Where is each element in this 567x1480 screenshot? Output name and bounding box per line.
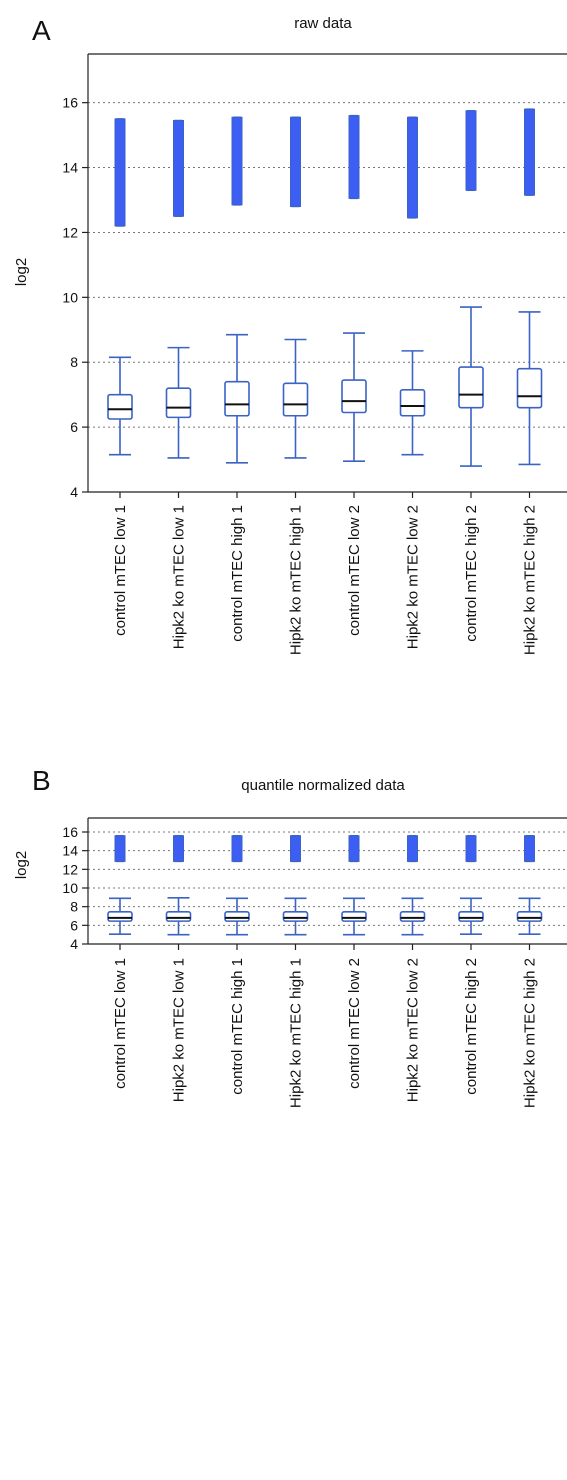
y-tick-label: 16: [62, 95, 78, 111]
box: [399, 910, 426, 922]
y-tick-label: 4: [70, 484, 78, 500]
box: [165, 910, 192, 922]
outlier-bar: [524, 108, 535, 196]
x-category-label: control mTEC low 2: [346, 958, 363, 1089]
x-category-label: control mTEC low 2: [346, 505, 363, 636]
box: [282, 910, 309, 922]
outlier-bar: [348, 835, 360, 862]
outlier-bar: [407, 835, 418, 862]
y-tick-label: 16: [62, 824, 78, 840]
box: [458, 366, 484, 409]
x-category-label: Hipk2 ko mTEC low 2: [405, 958, 422, 1102]
x-category-label: control mTEC low 1: [112, 505, 129, 636]
box: [458, 910, 484, 922]
outlier-bar: [231, 835, 243, 862]
outlier-bar: [465, 835, 477, 862]
panel-a-title: raw data: [294, 15, 352, 32]
outlier-bar: [407, 116, 418, 219]
panel-a-letter: A: [32, 15, 51, 46]
box: [282, 382, 309, 417]
panel-a-y-axis-label: log2: [13, 258, 30, 286]
x-category-label: Hipk2 ko mTEC low 1: [171, 958, 188, 1102]
panel-b-title: quantile normalized data: [241, 777, 405, 794]
y-tick-label: 10: [62, 289, 78, 305]
y-tick-label: 4: [70, 936, 78, 952]
box: [341, 910, 367, 922]
y-tick-label: 14: [62, 843, 78, 859]
box: [107, 393, 133, 420]
box: [107, 910, 133, 922]
outlier-bar: [290, 835, 301, 862]
outlier-bar: [114, 835, 126, 862]
x-category-label: Hipk2 ko mTEC low 2: [405, 505, 422, 649]
y-tick-label: 12: [62, 861, 78, 877]
y-tick-label: 12: [62, 224, 78, 240]
panel-b-letter: B: [32, 765, 51, 796]
box: [224, 910, 250, 922]
outlier-bar: [465, 110, 477, 191]
x-category-label: control mTEC high 1: [229, 505, 246, 642]
x-category-label: control mTEC low 1: [112, 958, 129, 1089]
y-tick-label: 8: [70, 899, 78, 915]
panel-b: B quantile normalized data log2 4 6 8 10 12 1…: [13, 765, 567, 1108]
x-category-label: Hipk2 ko mTEC high 1: [288, 505, 305, 655]
outlier-bar: [173, 835, 184, 862]
y-tick-label: 6: [70, 419, 78, 435]
outlier-bar: [290, 116, 301, 207]
panel-a: A raw data log2 4 6 8 10 12 14 16 control mTEC …: [13, 15, 567, 655]
outlier-bar: [173, 120, 184, 217]
box: [516, 910, 543, 922]
box: [399, 388, 426, 417]
x-category-label: control mTEC high 2: [463, 958, 480, 1095]
box: [341, 379, 367, 414]
outlier-bar: [114, 118, 126, 227]
y-tick-label: 10: [62, 880, 78, 896]
x-category-label: Hipk2 ko mTEC low 1: [171, 505, 188, 649]
x-category-label: Hipk2 ko mTEC high 1: [288, 958, 305, 1108]
x-category-label: Hipk2 ko mTEC high 2: [522, 958, 539, 1108]
outlier-bar: [524, 835, 535, 862]
y-tick-label: 14: [62, 160, 78, 176]
x-category-label: Hipk2 ko mTEC high 2: [522, 505, 539, 655]
box: [516, 367, 543, 409]
panel-b-plot: 4 6 8 10 12 14 16 control mTEC low 1 Hipk2 ko mT…: [62, 817, 567, 1108]
outlier-bar: [348, 115, 360, 199]
x-category-label: control mTEC high 2: [463, 505, 480, 642]
x-category-label: control mTEC high 1: [229, 958, 246, 1095]
outlier-bar: [231, 116, 243, 206]
y-tick-label: 8: [70, 354, 78, 370]
y-tick-label: 6: [70, 917, 78, 933]
panel-a-plot: 4 6 8 10 12 14 16 control mTEC low 1 Hipk2 ko mT…: [62, 53, 567, 655]
box: [224, 380, 250, 417]
box: [165, 387, 192, 419]
panel-b-y-axis-label: log2: [13, 851, 30, 879]
